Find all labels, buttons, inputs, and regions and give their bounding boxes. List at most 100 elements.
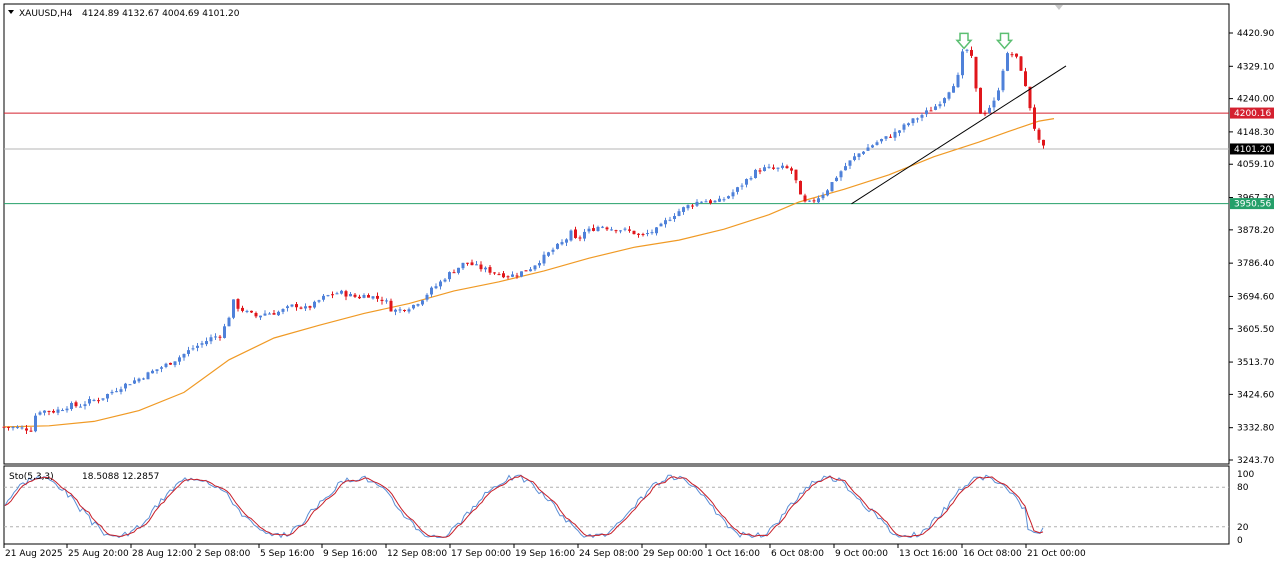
- candle-body: [164, 363, 168, 367]
- candle-body: [191, 348, 195, 350]
- candle-body: [106, 393, 109, 399]
- candle-body: [583, 231, 586, 239]
- candle-body: [934, 106, 937, 110]
- candle-body: [322, 295, 325, 300]
- collapse-triangle-icon[interactable]: [8, 10, 14, 14]
- candle-body: [961, 51, 964, 76]
- support-price-label: 3950.56: [1230, 198, 1274, 210]
- time-tick-label: 28 Aug 12:00: [132, 549, 193, 559]
- candle-body: [97, 400, 100, 402]
- candle-body: [821, 194, 825, 199]
- candle-body: [956, 74, 960, 88]
- ohlc-values: 4124.89 4132.67 4004.69 4101.20: [82, 9, 240, 19]
- candle-body: [142, 378, 145, 380]
- candle-body: [70, 402, 73, 410]
- candle-body: [803, 195, 807, 202]
- candle-body: [655, 227, 658, 234]
- candle-body: [146, 372, 150, 380]
- time-tick-label: 2 Sep 08:00: [196, 549, 251, 559]
- candle-body: [902, 124, 906, 130]
- candle-body: [839, 171, 843, 178]
- candle-body: [407, 309, 411, 312]
- candle-body: [223, 326, 226, 338]
- price-tick-label: 4240.00: [1237, 95, 1274, 105]
- candle-body: [664, 220, 667, 225]
- candle-body: [538, 263, 541, 266]
- resistance-price-label: 4200.16: [1230, 107, 1274, 119]
- price-tick-label: 3694.60: [1237, 292, 1274, 302]
- candle-body: [466, 262, 469, 264]
- candle-body: [785, 166, 789, 169]
- candle-body: [16, 427, 19, 429]
- candle-body: [569, 230, 573, 241]
- candle-body: [808, 200, 811, 202]
- candle-body: [830, 182, 834, 192]
- down-arrow-icon[interactable]: [995, 32, 1014, 50]
- candle-body: [25, 428, 28, 431]
- price-tick-label: 3243.70: [1237, 456, 1274, 466]
- candle-body: [592, 228, 595, 231]
- candle-body: [250, 310, 253, 313]
- price-tick-label: 3605.50: [1237, 325, 1274, 335]
- candle-body: [92, 399, 96, 401]
- candle-body: [43, 410, 46, 413]
- candle-body: [340, 290, 343, 294]
- candle-body: [691, 205, 694, 207]
- price-tick-label: 3332.80: [1237, 424, 1274, 434]
- trend-line[interactable]: [851, 65, 1067, 205]
- shift-marker-icon[interactable]: [1055, 5, 1063, 10]
- candle-body: [848, 160, 852, 166]
- candle-body: [1001, 70, 1005, 91]
- candle-body: [389, 300, 393, 312]
- candle-body: [677, 211, 681, 216]
- oscillator-values: 18.5088 12.2857: [82, 472, 159, 482]
- candle-body: [1015, 53, 1018, 57]
- candle-body: [344, 291, 348, 297]
- candle-body: [232, 299, 235, 318]
- candle-body: [385, 300, 388, 302]
- candle-body: [119, 389, 123, 392]
- candle-body: [403, 309, 406, 311]
- candle-body: [929, 110, 933, 112]
- candle-body: [11, 427, 15, 429]
- candle-body: [911, 118, 915, 124]
- candle-body: [713, 200, 717, 203]
- time-tick-label: 9 Sep 16:00: [323, 549, 378, 559]
- candle-body: [875, 142, 879, 145]
- candle-body: [628, 229, 631, 231]
- price-tick-label: 4420.90: [1237, 29, 1274, 39]
- candle-body: [790, 168, 793, 171]
- candle-body: [709, 200, 712, 204]
- candle-body: [38, 412, 42, 415]
- candle-body: [434, 286, 438, 289]
- candles: [2, 46, 1045, 435]
- time-tick-label: 21 Aug 2025: [5, 549, 63, 559]
- candle-body: [970, 49, 973, 56]
- candle-body: [178, 357, 181, 362]
- candle-body: [542, 254, 546, 264]
- candle-body: [110, 391, 114, 394]
- candle-body: [452, 272, 456, 274]
- candle-body: [965, 49, 969, 51]
- candle-body: [475, 264, 478, 266]
- candle-body: [574, 229, 577, 238]
- time-tick-label: 9 Oct 00:00: [835, 549, 888, 559]
- candle-body: [898, 130, 901, 133]
- down-arrow-icon[interactable]: [955, 32, 973, 50]
- candle-body: [173, 361, 177, 366]
- arrow-markers[interactable]: [955, 32, 1014, 50]
- candle-body: [241, 307, 244, 311]
- candle-body: [857, 153, 861, 157]
- candle-body: [133, 380, 136, 384]
- oscillator-tick-label: 80: [1237, 483, 1249, 493]
- candle-body: [259, 315, 262, 318]
- candle-body: [502, 273, 505, 278]
- price-tick-label: 3878.20: [1237, 226, 1274, 236]
- candle-body: [1028, 86, 1032, 109]
- candle-body: [835, 177, 838, 182]
- main-panel-frame: [3, 3, 1230, 465]
- candle-body: [331, 294, 334, 296]
- candle-body: [457, 267, 460, 273]
- candle-body: [479, 264, 483, 270]
